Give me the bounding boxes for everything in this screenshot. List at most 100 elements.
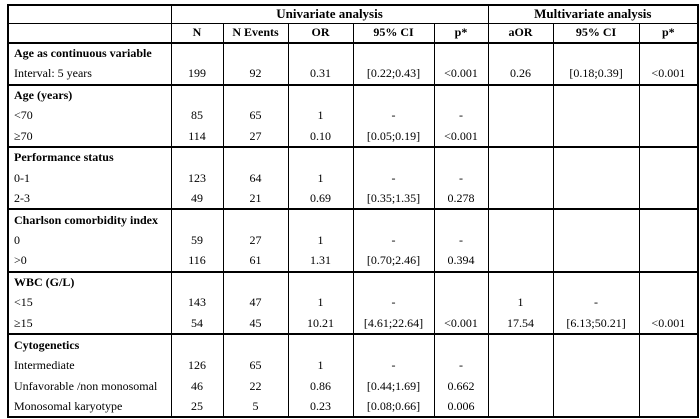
value-cell <box>552 209 640 231</box>
value-cell: 0.23 <box>287 396 353 418</box>
table-row: 0 59 27 1- - <box>8 230 699 251</box>
section-row: Age (years) <box>8 84 699 106</box>
value-cell: 126 <box>170 354 223 376</box>
value-cell <box>487 334 554 355</box>
value-cell <box>552 354 640 376</box>
section-row: Cytogenetics <box>8 334 699 355</box>
value-cell: 0.10 <box>287 126 353 147</box>
value-cell <box>638 43 699 64</box>
value-cell: [4.61;22.64] <box>352 313 434 335</box>
value-cell <box>433 43 489 64</box>
row-label: Charlson comorbidity index <box>14 212 159 227</box>
value-cell <box>638 292 699 314</box>
value-cell <box>552 188 640 210</box>
table-row: 2-3 49 21 0.69 [0.35;1.35] 0.278 <box>8 188 699 210</box>
value-cell: 25 <box>170 396 223 418</box>
table-row: >0 116 61 1.31 [0.70;2.46] 0.394 <box>8 250 699 272</box>
value-cell: <0.001 <box>433 63 489 85</box>
row-label: ≥70 <box>14 128 33 143</box>
value-cell: 0.86 <box>287 375 353 397</box>
value-cell <box>487 209 554 231</box>
value-cell <box>222 209 288 231</box>
value-cell <box>487 188 554 210</box>
col-header-ci: 95% CI <box>352 23 434 44</box>
value-cell: 0.394 <box>433 250 489 272</box>
row-label: Monosomal karyotype <box>14 398 123 413</box>
value-cell: - <box>352 354 434 376</box>
value-cell: 1.31 <box>287 250 353 272</box>
value-cell <box>352 334 434 355</box>
value-cell: [0.08;0.66] <box>352 396 434 418</box>
row-label: Age as continuous variable <box>14 46 152 61</box>
value-cell: 0.662 <box>433 375 489 397</box>
value-cell <box>638 167 699 189</box>
table-row: ≥15 54 45 10.21 [4.61;22.64] <0.001 17.54 [6.13… <box>8 313 699 335</box>
col-header-ci-multi: 95% CI <box>552 23 640 44</box>
value-cell <box>638 250 699 272</box>
value-cell: 61 <box>222 250 288 272</box>
value-cell: - <box>352 230 434 251</box>
value-cell: 0.278 <box>433 188 489 210</box>
value-cell: 22 <box>222 375 288 397</box>
row-label: Age (years) <box>14 87 73 102</box>
value-cell: [0.35;1.35] <box>352 188 434 210</box>
value-cell: 114 <box>170 126 223 147</box>
value-cell: - <box>433 167 489 189</box>
value-cell <box>487 354 554 376</box>
table-row: <70 85 65 1- - <box>8 105 699 127</box>
value-cell <box>552 334 640 355</box>
value-cell: 45 <box>222 313 288 335</box>
row-label: 0 <box>14 233 20 248</box>
value-cell <box>638 146 699 168</box>
value-cell: 0.69 <box>287 188 353 210</box>
value-cell: [6.13;50.21] <box>552 313 640 335</box>
value-cell <box>170 209 223 231</box>
value-cell <box>222 334 288 355</box>
value-cell <box>638 396 699 418</box>
column-header-row: N N Events OR 95% CI p* aOR 95% CI p* <box>8 23 699 44</box>
value-cell <box>487 230 554 251</box>
row-label: >0 <box>14 253 27 268</box>
table-row: ≥70 114 27 0.10 [0.05;0.19] <0.001 <box>8 126 699 147</box>
value-cell: - <box>433 105 489 127</box>
value-cell: 21 <box>222 188 288 210</box>
section-row: Age as continuous variable <box>8 43 699 64</box>
value-cell <box>552 167 640 189</box>
value-cell <box>638 126 699 147</box>
value-cell <box>487 126 554 147</box>
col-header-p-multi: p* <box>638 23 699 44</box>
value-cell <box>552 146 640 168</box>
value-cell: 0.006 <box>433 396 489 418</box>
value-cell <box>287 84 353 106</box>
value-cell <box>433 292 489 314</box>
value-cell: 17.54 <box>487 313 554 335</box>
value-cell: 64 <box>222 167 288 189</box>
table-body: Age as continuous variable Interval: 5 ye… <box>8 43 699 418</box>
value-cell <box>638 209 699 231</box>
row-label: <15 <box>14 295 33 310</box>
value-cell: 199 <box>170 63 223 85</box>
value-cell: [0.18;0.39] <box>552 63 640 85</box>
value-cell: [0.22;0.43] <box>352 63 434 85</box>
value-cell <box>352 43 434 64</box>
value-cell: <0.001 <box>638 63 699 85</box>
value-cell <box>487 250 554 272</box>
value-cell <box>352 271 434 293</box>
table-row: Unfavorable /non monosomal 46 22 0.86 [0.44;… <box>8 375 699 397</box>
row-label: Unfavorable /non monosomal <box>14 378 158 393</box>
value-cell: - <box>352 292 434 314</box>
value-cell <box>433 334 489 355</box>
row-label: ≥15 <box>14 315 33 330</box>
value-cell <box>552 84 640 106</box>
value-cell <box>222 43 288 64</box>
value-cell <box>487 167 554 189</box>
value-cell <box>638 334 699 355</box>
value-cell: 59 <box>170 230 223 251</box>
value-cell <box>487 146 554 168</box>
value-cell <box>287 209 353 231</box>
value-cell <box>170 84 223 106</box>
value-cell <box>552 105 640 127</box>
row-label: <70 <box>14 108 33 123</box>
table-row: Monosomal karyotype 25 5 0.23 [0.08;0.66] 0.0… <box>8 396 699 418</box>
value-cell <box>287 271 353 293</box>
